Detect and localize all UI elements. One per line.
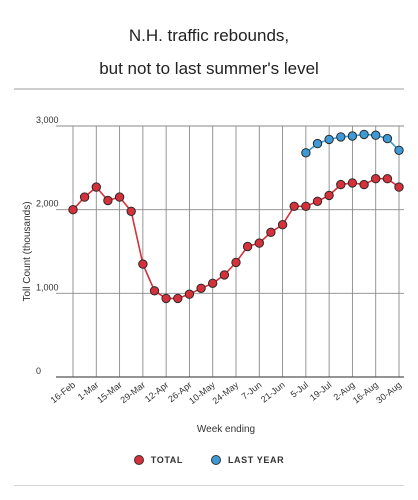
- legend-label-total: TOTAL: [150, 455, 183, 465]
- x-tick-label: 24-May: [210, 379, 240, 406]
- chart-title-line-1: N.H. traffic rebounds,: [128, 26, 290, 45]
- data-point-total: [324, 190, 334, 201]
- data-point-total: [394, 182, 404, 192]
- x-tick-label: 16-Aug: [351, 380, 380, 406]
- x-tick-label: 16-Feb: [49, 380, 78, 405]
- data-point-total: [277, 220, 288, 230]
- x-tick-label: 19-Jul: [308, 380, 333, 403]
- data-point-total: [173, 293, 183, 304]
- data-point-last-year: [371, 130, 381, 140]
- data-point-total: [371, 174, 381, 184]
- data-point-total: [161, 293, 171, 304]
- x-tick-label: 30-Aug: [374, 380, 403, 406]
- data-point-total: [103, 195, 113, 206]
- grid-lines: [56, 125, 404, 378]
- y-tick-label: 3,000: [36, 115, 59, 125]
- x-axis-title: Week ending: [197, 424, 255, 435]
- legend: TOTAL LAST YEAR: [0, 455, 418, 465]
- series-layer: [68, 129, 404, 304]
- y-tick-label: 1,000: [36, 282, 59, 292]
- data-point-total: [347, 178, 358, 188]
- data-point-total: [68, 205, 78, 215]
- data-point-last-year: [394, 145, 404, 156]
- data-point-last-year: [301, 148, 311, 158]
- data-point-total: [219, 270, 230, 280]
- data-point-total: [382, 174, 393, 184]
- data-point-last-year: [359, 129, 369, 140]
- data-point-total: [336, 179, 346, 190]
- data-point-total: [289, 201, 299, 212]
- data-point-last-year: [382, 133, 393, 144]
- y-tick-label: 2,000: [36, 199, 59, 209]
- legend-item-total: TOTAL: [133, 455, 183, 465]
- data-point-total: [266, 227, 276, 238]
- x-tick-label: 29-Mar: [118, 380, 147, 405]
- data-point-total: [242, 241, 253, 252]
- data-point-last-year: [324, 134, 334, 145]
- line-chart: 01,0002,0003,00016-Feb1-Mar15-Mar29-Mar1…: [22, 115, 404, 435]
- x-tick-label: 5-Jul: [289, 380, 311, 400]
- x-tick-label: 15-Mar: [95, 380, 124, 405]
- data-point-last-year: [347, 131, 358, 141]
- data-point-total: [149, 286, 160, 296]
- y-axis-title: Toll Count (thousands): [22, 201, 33, 301]
- chart-title-line-2: but not to last summer's level: [99, 59, 319, 78]
- data-point-total: [312, 196, 323, 207]
- data-point-total: [184, 289, 195, 299]
- data-point-total: [231, 257, 241, 268]
- legend-swatch-last-year: [210, 455, 221, 465]
- x-tick-label: 21-Jun: [259, 380, 287, 405]
- data-point-total: [114, 192, 125, 202]
- data-point-total: [301, 201, 311, 212]
- data-point-total: [196, 283, 206, 293]
- data-point-total: [126, 206, 136, 217]
- legend-item-last-year: LAST YEAR: [210, 455, 285, 465]
- x-tick-label: 12-Apr: [143, 380, 170, 405]
- data-point-last-year: [312, 138, 323, 149]
- top-divider: [14, 88, 404, 90]
- data-point-total: [79, 192, 90, 202]
- legend-swatch-total: [133, 455, 144, 465]
- data-point-total: [91, 182, 102, 192]
- data-point-last-year: [336, 132, 346, 142]
- legend-label-last-year: LAST YEAR: [227, 455, 285, 465]
- y-tick-label: 0: [36, 366, 41, 376]
- data-point-total: [359, 179, 369, 190]
- bottom-divider: [14, 485, 404, 486]
- data-point-total: [138, 259, 148, 269]
- data-point-total: [208, 278, 218, 288]
- data-point-total: [254, 238, 264, 248]
